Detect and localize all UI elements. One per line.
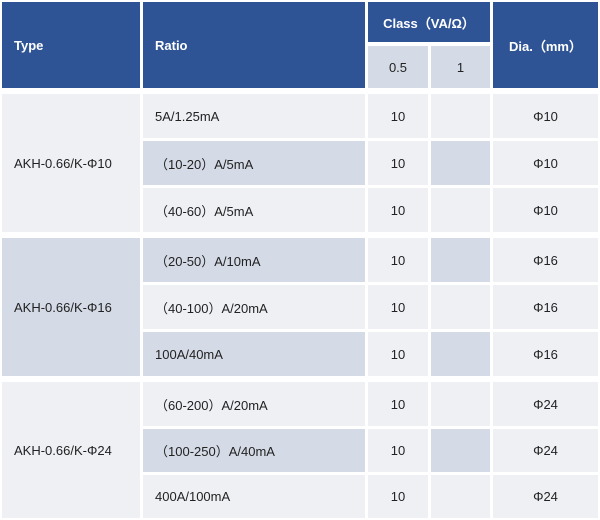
header-ratio: Ratio bbox=[143, 2, 365, 88]
ratio-cell: 100A/40mA bbox=[143, 332, 365, 376]
class-0-5-cell: 10 bbox=[368, 332, 428, 376]
class-1-cell bbox=[431, 429, 490, 472]
dia-cell: Φ24 bbox=[493, 475, 598, 518]
class-0-5-cell: 10 bbox=[368, 285, 428, 329]
type-cell: AKH-0.66/K-Φ16 bbox=[2, 238, 140, 376]
ratio-cell: （10-20）A/5mA bbox=[143, 141, 365, 185]
header-dia: Dia.（mm） bbox=[493, 2, 598, 88]
ratio-cell: 5A/1.25mA bbox=[143, 94, 365, 138]
class-0-5-cell: 10 bbox=[368, 94, 428, 138]
ratio-cell: 400A/100mA bbox=[143, 475, 365, 518]
header-type: Type bbox=[2, 2, 140, 88]
class-1-cell bbox=[431, 285, 490, 329]
class-1-cell bbox=[431, 382, 490, 426]
class-0-5-cell: 10 bbox=[368, 238, 428, 282]
type-cell: AKH-0.66/K-Φ10 bbox=[2, 94, 140, 232]
class-1-cell bbox=[431, 475, 490, 518]
dia-cell: Φ24 bbox=[493, 429, 598, 472]
dia-cell: Φ24 bbox=[493, 382, 598, 426]
class-1-cell bbox=[431, 141, 490, 185]
header-class: Class（VA/Ω） bbox=[368, 2, 490, 42]
class-1-cell bbox=[431, 94, 490, 138]
ratio-cell: （40-60）A/5mA bbox=[143, 188, 365, 232]
dia-cell: Φ16 bbox=[493, 238, 598, 282]
dia-cell: Φ16 bbox=[493, 332, 598, 376]
class-0-5-cell: 10 bbox=[368, 429, 428, 472]
ratio-cell: （60-200）A/20mA bbox=[143, 382, 365, 426]
dia-cell: Φ10 bbox=[493, 141, 598, 185]
dia-cell: Φ16 bbox=[493, 285, 598, 329]
class-1-cell bbox=[431, 188, 490, 232]
class-0-5-cell: 10 bbox=[368, 475, 428, 518]
class-1-cell bbox=[431, 238, 490, 282]
type-cell: AKH-0.66/K-Φ24 bbox=[2, 382, 140, 518]
ratio-cell: （100-250）A/40mA bbox=[143, 429, 365, 472]
class-0-5-cell: 10 bbox=[368, 141, 428, 185]
ratio-cell: （20-50）A/10mA bbox=[143, 238, 365, 282]
class-0-5-cell: 10 bbox=[368, 382, 428, 426]
class-1-cell bbox=[431, 332, 490, 376]
class-0-5-cell: 10 bbox=[368, 188, 428, 232]
ratio-cell: （40-100）A/20mA bbox=[143, 285, 365, 329]
dia-cell: Φ10 bbox=[493, 94, 598, 138]
dia-cell: Φ10 bbox=[493, 188, 598, 232]
header-class-1: 1 bbox=[431, 46, 490, 88]
header-class-0-5: 0.5 bbox=[368, 46, 428, 88]
